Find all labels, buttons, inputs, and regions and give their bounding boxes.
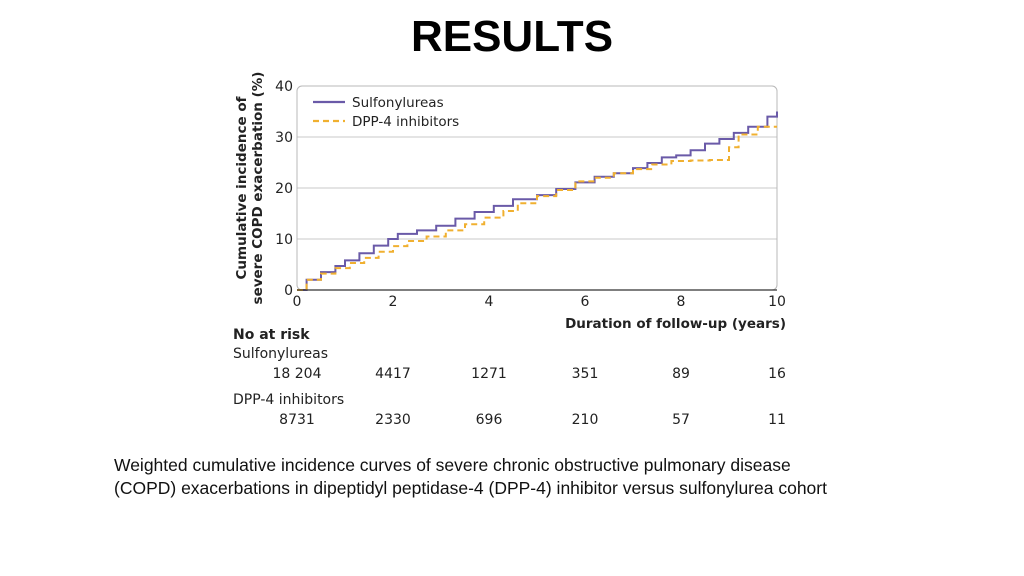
x-tick-label-6: 6 (581, 294, 590, 310)
grid-lines (297, 136, 777, 240)
y-tick-label-40: 40 (275, 79, 293, 95)
legend: Sulfonylureas DPP-4 inhibitors (313, 95, 459, 130)
y-tick-label-30: 30 (275, 130, 293, 146)
y-tick-label-20: 20 (275, 181, 293, 197)
at-risk-dpp4-t0: 8731 (279, 412, 315, 428)
legend-label-dpp4: DPP-4 inhibitors (352, 114, 459, 130)
x-tick-label-2: 2 (389, 294, 398, 310)
at-risk-dpp4-t6: 210 (571, 412, 599, 428)
at-risk-dpp4-t2: 2330 (375, 412, 411, 428)
at-risk-sulfonylureas-t2: 4417 (375, 366, 411, 382)
x-tick-label-4: 4 (485, 294, 494, 310)
y-tick-label-10: 10 (275, 232, 293, 248)
y-axis-label-line-1: Cumulative incidence of (234, 96, 250, 279)
caption-line-2: (COPD) exacerbations in dipeptidyl pepti… (114, 478, 827, 498)
y-axis-label-line-2: severe COPD exacerbation (%) (250, 72, 266, 305)
x-tick-label-0: 0 (293, 294, 302, 310)
at-risk-sulfonylureas-t8: 89 (672, 366, 690, 382)
at-risk-sulfonylureas-t0: 18 204 (272, 366, 322, 382)
at-risk-group-label-sulfonylureas: Sulfonylureas (233, 346, 328, 362)
at-risk-dpp4-t10: 11 (768, 412, 786, 428)
figure-caption: Weighted cumulative incidence curves of … (114, 454, 914, 500)
x-tick-label-10: 10 (768, 294, 786, 310)
at-risk-dpp4-t4: 696 (475, 412, 503, 428)
series-line-sulfonylureas (297, 111, 778, 291)
x-tick-label-8: 8 (677, 294, 686, 310)
at-risk-sulfonylureas-t6: 351 (571, 366, 599, 382)
legend-label-sulfonylureas: Sulfonylureas (352, 95, 444, 111)
series-line-dpp4-inhibitors (297, 125, 777, 291)
at-risk-sulfonylureas-t10: 16 (768, 366, 786, 382)
y-tick-label-0: 0 (284, 283, 293, 299)
at-risk-group-label-dpp4: DPP-4 inhibitors (233, 392, 345, 408)
x-axis-label: Duration of follow-up (years) (565, 316, 786, 332)
caption-line-1: Weighted cumulative incidence curves of … (114, 455, 791, 475)
series-lines (297, 111, 778, 291)
at-risk-header: No at risk (233, 327, 310, 343)
slide-title: RESULTS (410, 12, 614, 61)
at-risk-sulfonylureas-t4: 1271 (471, 366, 507, 382)
tick-labels: 0 10 20 30 40 0 2 4 6 8 10 (275, 79, 786, 310)
at-risk-dpp4-t8: 57 (672, 412, 690, 428)
